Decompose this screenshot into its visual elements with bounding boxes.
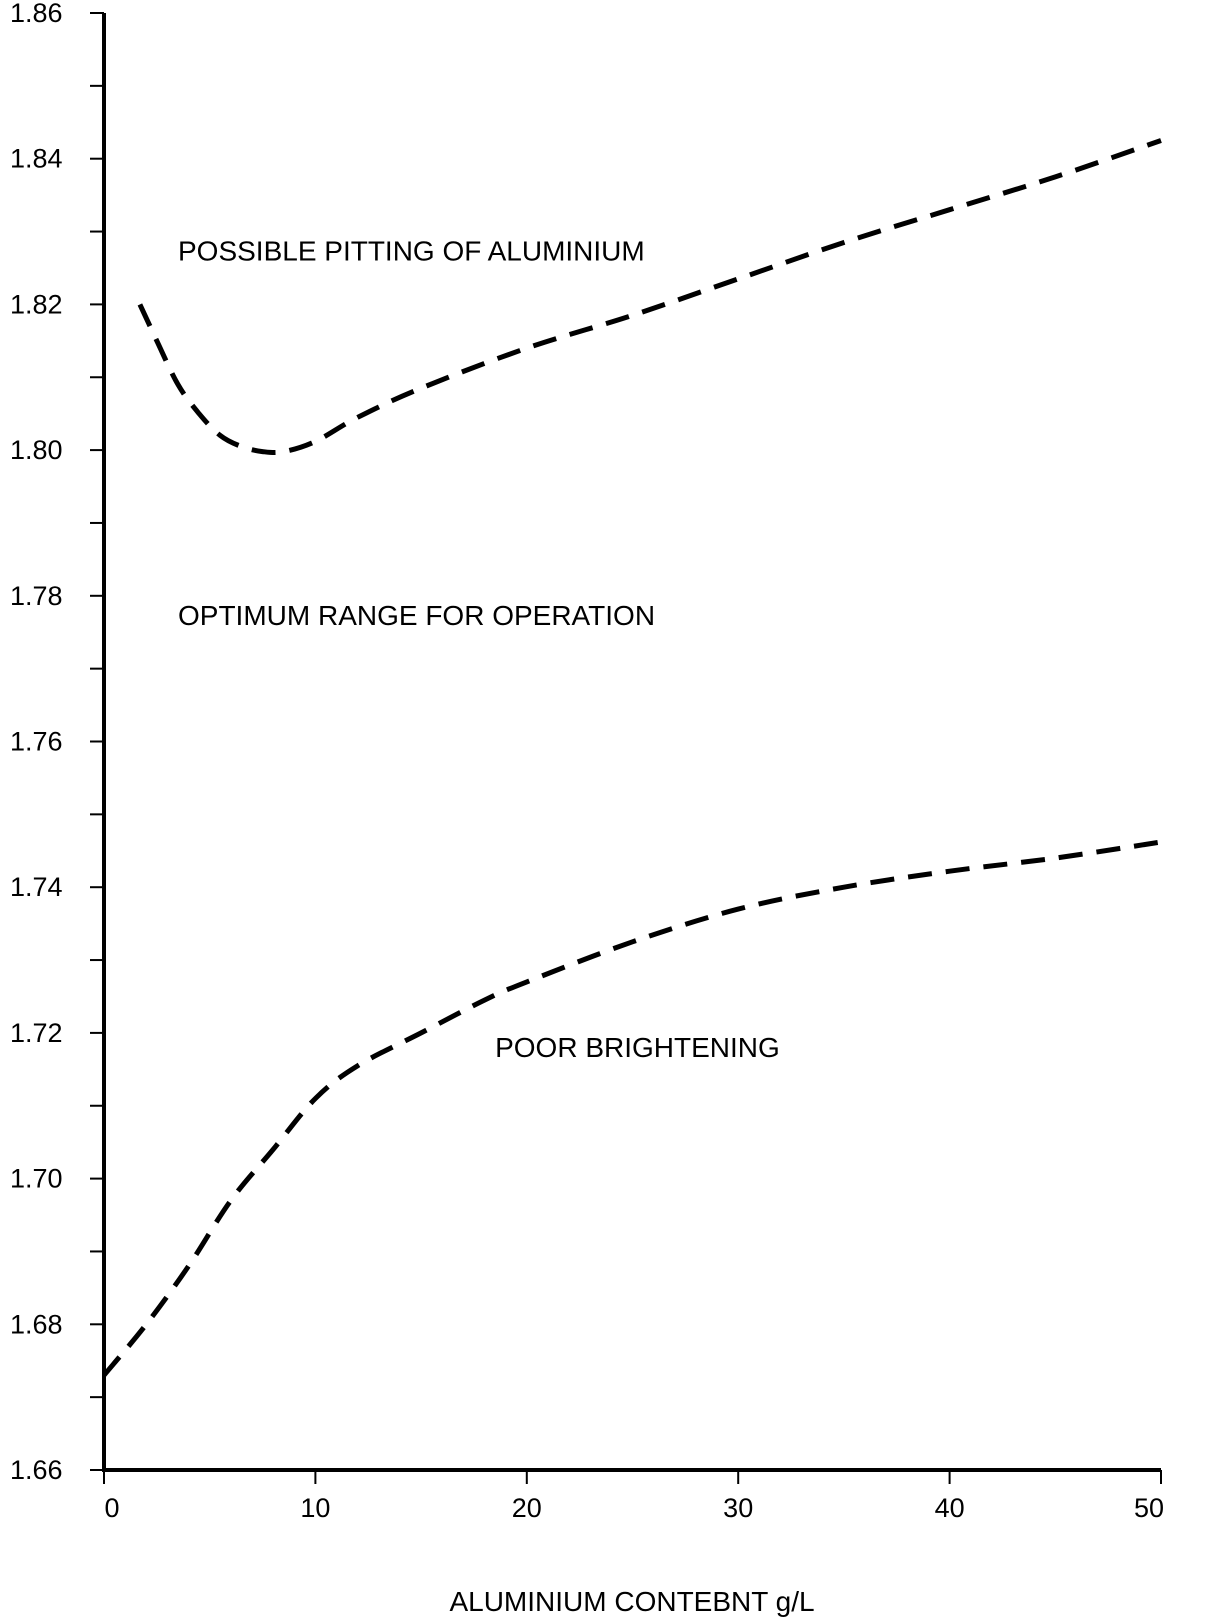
x-tick-label: 40 [935, 1493, 965, 1523]
x-tick-label: 50 [1134, 1493, 1164, 1523]
y-minor-ticks [90, 84, 104, 1399]
y-tick-label: 1.70 [10, 1164, 63, 1194]
y-tick-label: 1.82 [10, 289, 63, 319]
y-tick-label: 1.84 [10, 144, 63, 174]
y-tick-label: 1.80 [10, 435, 63, 465]
series-group [102, 138, 1162, 1377]
series-line-2 [102, 839, 1162, 1377]
x-ticks [103, 1470, 1162, 1484]
x-tick-label: 0 [104, 1493, 119, 1523]
region-label: OPTIMUM RANGE FOR OPERATION [178, 600, 655, 631]
y-tick-label: 1.72 [10, 1018, 63, 1048]
y-tick-label: 1.66 [10, 1455, 63, 1485]
region-label: POOR BRIGHTENING [495, 1032, 780, 1063]
y-tick-label: 1.68 [10, 1309, 63, 1339]
x-tick-label: 20 [512, 1493, 542, 1523]
y-tick-label: 1.78 [10, 581, 63, 611]
series-line-1 [137, 138, 1162, 456]
region-label: POSSIBLE PITTING OF ALUMINIUM [178, 236, 645, 267]
y-tick-label: 1.74 [10, 872, 63, 902]
annotations: POSSIBLE PITTING OF ALUMINIUM OPTIMUM RAN… [178, 236, 780, 1063]
y-tick-label: 1.76 [10, 727, 63, 757]
x-axis-title: ALUMINIUM CONTEBNT g/L [449, 1586, 814, 1617]
x-tick-labels: 0 10 20 30 40 50 [104, 1493, 1164, 1523]
y-tick-label: 1.86 [10, 0, 63, 28]
y-tick-labels: 1.66 1.68 1.70 1.72 1.74 1.76 1.78 1.80 1.82 1.84… [10, 0, 63, 1485]
y-major-ticks [90, 12, 104, 1471]
x-tick-label: 10 [300, 1493, 330, 1523]
x-tick-label: 30 [723, 1493, 753, 1523]
